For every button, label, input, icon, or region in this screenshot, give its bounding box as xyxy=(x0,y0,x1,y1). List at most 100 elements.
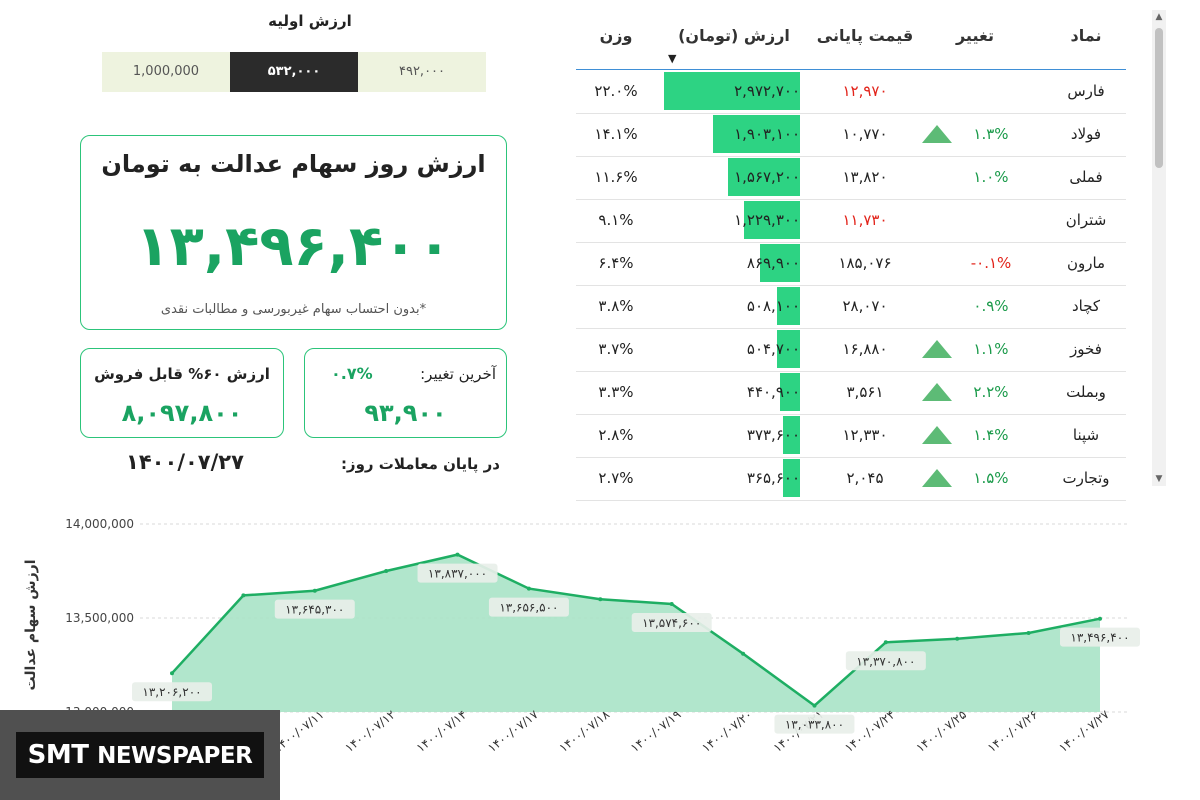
chart-data-point xyxy=(598,597,603,602)
chart-data-label-bg xyxy=(274,599,355,619)
table-row[interactable]: وتجارت ۱.۵% ۲,۰۴۵ ۳۶۵,۶۰۰ ۲.۷% xyxy=(576,457,1126,501)
sort-desc-icon[interactable]: ▼ xyxy=(668,52,677,65)
chart-data-label: ۱۳,۰۳۳,۸۰۰ xyxy=(785,718,844,732)
table-row[interactable]: فولاد ۱.۳% ۱۰,۷۷۰ ۱,۹۰۳,۱۰۰ ۱۴.۱% xyxy=(576,113,1126,157)
cell-value-bar xyxy=(780,373,800,411)
logo-part-newspaper: NEWSPAPER xyxy=(97,743,253,769)
cell-symbol[interactable]: فارس xyxy=(1067,82,1105,100)
cell-value-bar xyxy=(713,115,800,153)
cell-weight: ۲.۸% xyxy=(598,426,634,444)
smt-newspaper-logo: SMT NEWSPAPER xyxy=(0,710,280,800)
scroll-thumb[interactable] xyxy=(1155,28,1163,168)
main-value-title: ارزش روز سهام عدالت به تومان xyxy=(101,150,486,178)
cell-value: ۲,۹۷۲,۷۰۰ xyxy=(734,82,800,100)
cell-weight: ۲۲.۰% xyxy=(594,82,638,100)
smt-newspaper-logo-text: SMT NEWSPAPER xyxy=(16,732,264,778)
cell-change: ۰.۹% xyxy=(973,297,1009,315)
chart-data-point xyxy=(455,552,460,557)
table-scrollbar[interactable]: ▲ ▼ xyxy=(1152,10,1166,486)
initial-value-tab-532000[interactable]: ۵۳۲,۰۰۰ xyxy=(230,52,358,92)
chart-data-point xyxy=(241,593,246,598)
chart-data-label-bg xyxy=(417,563,498,583)
cell-trend xyxy=(922,328,952,370)
cell-value-bar xyxy=(664,72,800,110)
main-value-card: ارزش روز سهام عدالت به تومان ۱۳,۴۹۶,۴۰۰ … xyxy=(80,135,507,330)
cell-symbol[interactable]: فولاد xyxy=(1070,125,1102,143)
scroll-up-icon[interactable]: ▲ xyxy=(1155,12,1163,22)
cell-symbol[interactable]: شپنا xyxy=(1072,426,1100,444)
trend-up-icon xyxy=(922,383,952,401)
header-divider xyxy=(576,69,1126,70)
table-row[interactable]: مارون -۰.۱% ۱۸۵,۰۷۶ ۸۶۹,۹۰۰ ۶.۴% xyxy=(576,242,1126,286)
main-value-amount: ۱۳,۴۹۶,۴۰۰ xyxy=(135,214,452,279)
table-row[interactable]: فخوز ۱.۱% ۱۶,۸۸۰ ۵۰۴,۷۰۰ ۳.۷% xyxy=(576,328,1126,372)
cell-final-price: ۱۸۵,۰۷۶ xyxy=(838,254,892,272)
chart-x-tick-label: ۱۴۰۰/۰۷/۱۲ xyxy=(342,707,398,755)
table-row[interactable]: شپنا ۱.۴% ۱۲,۳۳۰ ۳۷۳,۶۰۰ ۲.۸% xyxy=(576,414,1126,458)
chart-x-tick-label: ۱۴۰۰/۰۷/۲۰ xyxy=(699,707,755,755)
chart-data-label-bg xyxy=(845,651,926,671)
cell-symbol[interactable]: فملی xyxy=(1069,168,1103,186)
cell-trend xyxy=(922,242,952,284)
cell-change: ۱.۰% xyxy=(973,168,1009,186)
cell-weight: ۶.۴% xyxy=(598,254,634,272)
cell-symbol[interactable]: مارون xyxy=(1066,254,1106,272)
cell-value-bar xyxy=(728,158,800,196)
table-row[interactable]: کچاد ۰.۹% ۲۸,۰۷۰ ۵۰۸,۱۰۰ ۳.۸% xyxy=(576,285,1126,329)
chart-data-point xyxy=(812,703,817,708)
chart-data-label: ۱۳,۵۷۴,۶۰۰ xyxy=(642,616,701,630)
chart-x-tick-label: ۱۴۰۰/۰۷/۱۷ xyxy=(485,707,541,755)
cell-symbol[interactable]: کچاد xyxy=(1071,297,1101,315)
cell-trend xyxy=(922,199,952,241)
cell-weight: ۳.۸% xyxy=(598,297,634,315)
cell-weight: ۲.۷% xyxy=(598,469,634,487)
initial-value-tab-1000000[interactable]: 1,000,000 xyxy=(102,52,230,92)
cell-value: ۵۰۴,۷۰۰ xyxy=(746,340,800,358)
table-row[interactable]: وبملت ۲.۲% ۳,۵۶۱ ۴۴۰,۹۰۰ ۳.۳% xyxy=(576,371,1126,415)
cell-change xyxy=(961,70,1021,112)
cell-symbol[interactable]: وتجارت xyxy=(1062,469,1110,487)
cell-value: ۳۶۵,۶۰۰ xyxy=(746,469,800,487)
cell-trend xyxy=(922,113,952,155)
header-symbol[interactable]: نماد xyxy=(1070,26,1102,45)
cell-change: ۱.۴% xyxy=(973,426,1009,444)
initial-value-title: ارزش اولیه xyxy=(268,12,352,30)
last-change-card: آخرین تغییر: ۰.۷% ۹۳,۹۰۰ xyxy=(304,348,507,438)
cell-final-price: ۱۶,۸۸۰ xyxy=(842,340,888,358)
cell-weight: ۹.۱% xyxy=(598,211,634,229)
cell-change: ۱.۳% xyxy=(973,125,1009,143)
cell-value: ۱,۵۶۷,۲۰۰ xyxy=(734,168,800,186)
chart-data-label-bg xyxy=(774,714,855,734)
header-change[interactable]: تغییر xyxy=(955,26,995,45)
cell-symbol[interactable]: فخوز xyxy=(1070,340,1102,358)
cell-value-bar xyxy=(777,330,800,368)
header-weight[interactable]: وزن xyxy=(599,26,633,45)
header-final-price[interactable]: قیمت پایانی xyxy=(816,26,914,45)
sellable-value-label: ارزش ۶۰% قابل فروش xyxy=(94,365,270,383)
chart-data-point xyxy=(741,651,746,656)
cell-symbol[interactable]: وبملت xyxy=(1066,383,1106,401)
cell-final-price: ۲,۰۴۵ xyxy=(846,469,884,487)
cell-trend xyxy=(922,156,952,198)
header-value[interactable]: ارزش (تومان) xyxy=(678,26,790,45)
table-row[interactable]: فملی ۱.۰% ۱۳,۸۲۰ ۱,۵۶۷,۲۰۰ ۱۱.۶% xyxy=(576,156,1126,200)
table-row[interactable]: فارس ۱۲,۹۷۰ ۲,۹۷۲,۷۰۰ ۲۲.۰% xyxy=(576,70,1126,114)
last-change-percent: ۰.۷% xyxy=(331,364,373,383)
scroll-down-icon[interactable]: ▼ xyxy=(1155,474,1163,484)
cell-weight: ۳.۳% xyxy=(598,383,634,401)
cell-value: ۳۷۳,۶۰۰ xyxy=(746,426,800,444)
cell-weight: ۱۴.۱% xyxy=(594,125,638,143)
cell-trend xyxy=(922,457,952,499)
cell-change: ۱.۵% xyxy=(973,469,1009,487)
cell-weight: ۳.۷% xyxy=(598,340,634,358)
cell-symbol[interactable]: شتران xyxy=(1065,211,1107,229)
chart-data-point xyxy=(883,640,888,645)
chart-data-label-bg xyxy=(132,682,212,702)
last-change-label: آخرین تغییر: xyxy=(420,365,496,383)
table-row[interactable]: شتران ۱۱,۷۳۰ ۱,۲۲۹,۳۰۰ ۹.۱% xyxy=(576,199,1126,243)
trend-up-icon xyxy=(922,426,952,444)
initial-value-tab-492000[interactable]: ۴۹۲,۰۰۰ xyxy=(358,52,486,92)
chart-data-point xyxy=(384,569,389,573)
cell-value: ۴۴۰,۹۰۰ xyxy=(746,383,800,401)
cell-value-bar xyxy=(777,287,800,325)
